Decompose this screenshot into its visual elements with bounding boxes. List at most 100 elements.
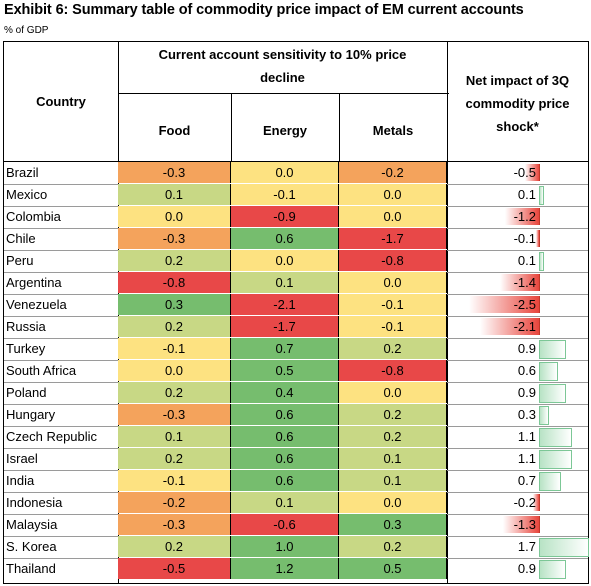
row-divider <box>4 360 118 361</box>
header-net-line1: Net impact of 3Q <box>465 73 570 88</box>
energy-sensitivity-cell: -0.1 <box>231 184 339 205</box>
metals-sensitivity-cell: -0.8 <box>339 250 447 271</box>
row-divider <box>4 492 118 493</box>
food-sensitivity-cell: -0.2 <box>118 492 231 513</box>
net-impact-cell: -0.5 <box>447 162 588 183</box>
net-impact-bar <box>469 296 540 313</box>
metals-sensitivity-cell: 0.0 <box>339 184 447 205</box>
net-impact-value: 1.1 <box>517 429 536 444</box>
row-divider <box>4 228 118 229</box>
net-impact-bar <box>525 164 540 181</box>
food-sensitivity-cell: 0.2 <box>118 536 231 557</box>
row-divider <box>447 316 588 317</box>
table-row: Poland 0.2 0.4 0.0 0.9 <box>4 382 588 405</box>
net-impact-cell: 0.7 <box>447 470 588 491</box>
row-divider <box>447 184 588 185</box>
country-name: Colombia <box>6 209 61 224</box>
energy-sensitivity-cell: -2.1 <box>231 294 339 315</box>
net-impact-cell: -2.5 <box>447 294 588 315</box>
net-impact-bar <box>480 318 540 335</box>
header-food: Food <box>158 123 191 138</box>
table-row: South Africa 0.0 0.5 -0.8 0.6 <box>4 360 588 383</box>
row-divider <box>4 272 118 273</box>
net-impact-cell: 0.9 <box>447 382 588 403</box>
food-sensitivity-cell: 0.2 <box>118 316 231 337</box>
energy-sensitivity-cell: 0.0 <box>231 162 339 183</box>
energy-sensitivity-cell: 0.6 <box>231 470 339 491</box>
metals-sensitivity-cell: 0.3 <box>339 514 447 535</box>
table-row: Israel 0.2 0.6 0.1 1.1 <box>4 448 588 471</box>
food-sensitivity-cell: -0.3 <box>118 514 231 535</box>
net-impact-cell: 0.9 <box>447 558 588 579</box>
metals-sensitivity-cell: 0.2 <box>339 536 447 557</box>
net-impact-cell: -1.2 <box>447 206 588 227</box>
country-name: Poland <box>6 385 47 400</box>
net-impact-bar <box>499 274 540 291</box>
table-row: Brazil -0.3 0.0 -0.2 -0.5 <box>4 162 588 185</box>
net-impact-cell: -0.2 <box>447 492 588 513</box>
row-divider <box>447 558 588 559</box>
net-impact-value: -2.5 <box>513 297 536 312</box>
energy-sensitivity-cell: 0.4 <box>231 382 339 403</box>
row-divider <box>4 558 118 559</box>
net-impact-cell: 0.1 <box>447 250 588 271</box>
metals-sensitivity-cell: -0.8 <box>339 360 447 381</box>
table-row: Hungary -0.3 0.6 0.2 0.3 <box>4 404 588 427</box>
row-divider <box>447 338 588 339</box>
metals-sensitivity-cell: 0.1 <box>339 448 447 469</box>
net-impact-value: -0.1 <box>513 231 536 246</box>
net-impact-bar <box>539 340 567 359</box>
food-sensitivity-cell: 0.2 <box>118 382 231 403</box>
net-impact-bar <box>539 362 558 381</box>
country-name: South Africa <box>6 363 77 378</box>
energy-sensitivity-cell: 1.0 <box>231 536 339 557</box>
row-divider <box>4 404 118 405</box>
row-divider <box>4 470 118 471</box>
country-name: India <box>6 473 35 488</box>
net-impact-bar <box>539 472 561 491</box>
row-divider <box>4 206 118 207</box>
energy-sensitivity-cell: -0.9 <box>231 206 339 227</box>
net-impact-cell: 1.1 <box>447 426 588 447</box>
row-divider <box>4 536 118 537</box>
country-name: Czech Republic <box>6 429 98 444</box>
food-sensitivity-cell: 0.1 <box>118 426 231 447</box>
table-row: S. Korea 0.2 1.0 0.2 1.7 <box>4 536 589 559</box>
net-impact-bar <box>536 230 540 247</box>
metals-sensitivity-cell: 0.0 <box>339 206 447 227</box>
country-name: Hungary <box>6 407 56 422</box>
country-name: Brazil <box>6 165 39 180</box>
table-row: Peru 0.2 0.0 -0.8 0.1 <box>4 250 588 273</box>
header-divider <box>118 93 449 94</box>
net-impact-value: 0.9 <box>517 341 536 356</box>
energy-sensitivity-cell: -1.7 <box>231 316 339 337</box>
table-row: Colombia 0.0 -0.9 0.0 -1.2 <box>4 206 588 229</box>
net-impact-bar <box>533 494 540 511</box>
metals-sensitivity-cell: 0.0 <box>339 272 447 293</box>
energy-sensitivity-cell: 0.6 <box>231 228 339 249</box>
net-impact-value: -1.3 <box>513 517 536 532</box>
energy-sensitivity-cell: 0.6 <box>231 426 339 447</box>
net-impact-bar <box>539 538 589 557</box>
food-sensitivity-cell: -0.3 <box>118 162 231 183</box>
country-name: Malaysia <box>6 517 58 532</box>
row-divider <box>4 448 118 449</box>
metals-sensitivity-cell: -0.1 <box>339 294 447 315</box>
country-name: Venezuela <box>6 297 67 312</box>
net-impact-cell: 0.1 <box>447 184 588 205</box>
column-separator <box>339 93 340 161</box>
table-row: Thailand -0.5 1.2 0.5 0.9 <box>4 558 588 580</box>
table-row: Czech Republic 0.1 0.6 0.2 1.1 <box>4 426 588 449</box>
metals-sensitivity-cell: 0.2 <box>339 404 447 425</box>
net-impact-cell: 0.3 <box>447 404 588 425</box>
energy-sensitivity-cell: 0.6 <box>231 404 339 425</box>
table-row: Venezuela 0.3 -2.1 -0.1 -2.5 <box>4 294 588 317</box>
exhibit-title: Exhibit 6: Summary table of commodity pr… <box>4 2 524 18</box>
header-energy: Energy <box>262 123 308 138</box>
food-sensitivity-cell: 0.3 <box>118 294 231 315</box>
country-name: Indonesia <box>6 495 63 510</box>
table-row: Turkey -0.1 0.7 0.2 0.9 <box>4 338 588 361</box>
net-impact-value: -0.5 <box>513 165 536 180</box>
row-divider <box>447 294 588 295</box>
header-metals: Metals <box>372 123 414 138</box>
